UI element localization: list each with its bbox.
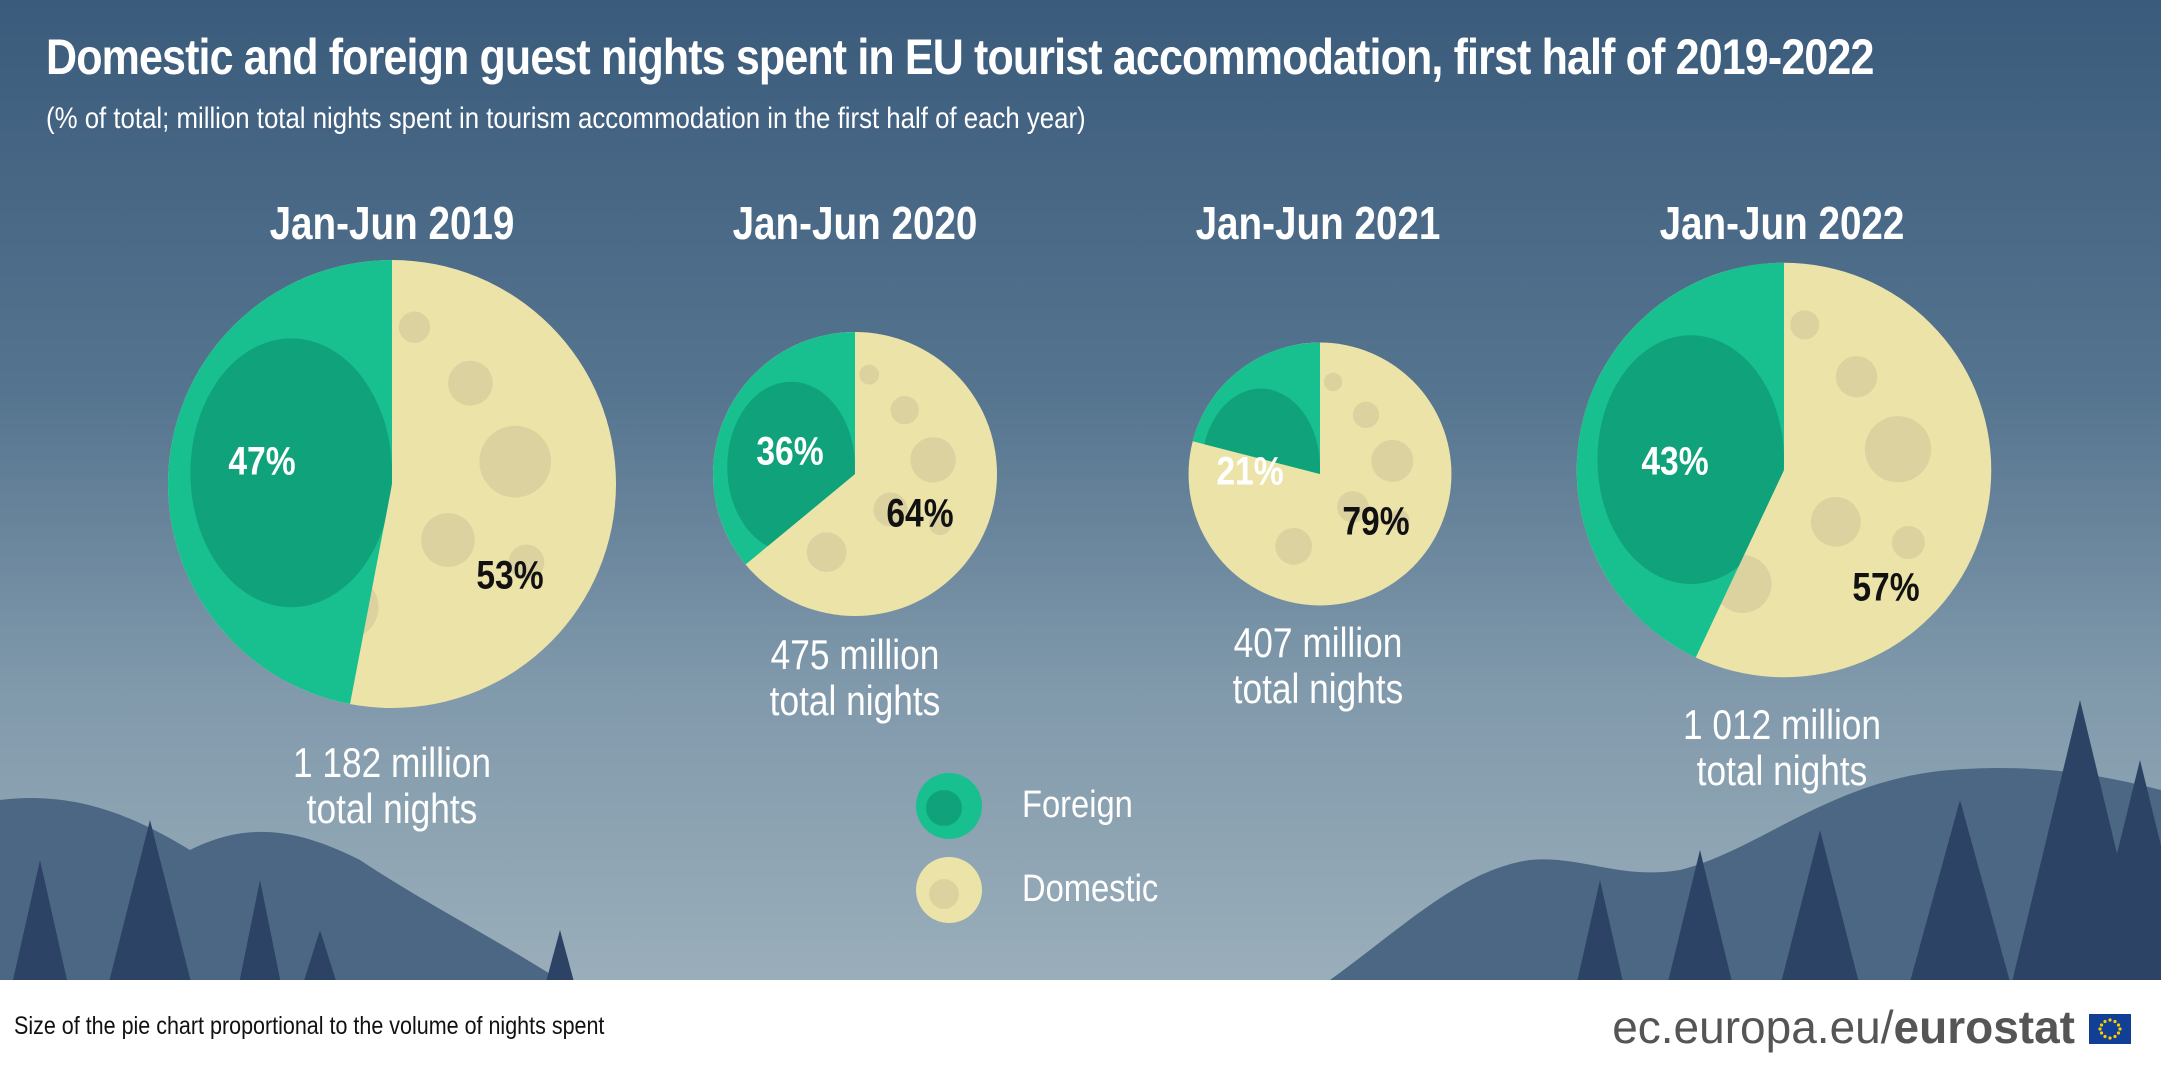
- pie-1: [713, 332, 997, 616]
- period-label-2020: Jan-Jun 2020: [732, 197, 978, 249]
- tree: [109, 820, 191, 980]
- moon-crater: [1388, 509, 1410, 531]
- total-nights-2020-unit: total nights: [769, 677, 941, 724]
- tree-silhouettes: [13, 700, 2161, 980]
- foreign-pct-2022: 43%: [1641, 439, 1709, 484]
- brand-name: eurostat: [1893, 1001, 2075, 1053]
- tree: [2086, 760, 2161, 980]
- domestic-pct-2020: 64%: [886, 491, 954, 536]
- foreign-pct-2021: 21%: [1216, 449, 1284, 494]
- total-nights-2021-unit: total nights: [1232, 665, 1404, 712]
- tree: [239, 880, 281, 980]
- tree: [1781, 830, 1859, 980]
- period-label-2021: Jan-Jun 2021: [1195, 197, 1441, 249]
- chart-scene: Domestic and foreign guest nights spent …: [0, 0, 2161, 980]
- eu-flag-icon: [2089, 1014, 2131, 1044]
- footer: Size of the pie chart proportional to th…: [0, 980, 2161, 1081]
- moon-crater: [1864, 416, 1932, 483]
- legend-label-foreign: Foreign: [1022, 784, 1133, 826]
- moon-crater: [890, 395, 919, 425]
- domestic-pct-2021: 79%: [1342, 499, 1410, 544]
- foreign-shade: [190, 338, 392, 608]
- moon-crater: [508, 544, 545, 581]
- moon-crater: [398, 311, 431, 343]
- tree: [1910, 800, 2010, 980]
- moon-crater: [928, 512, 952, 536]
- total-nights-2021-value: 407 million: [1233, 619, 1403, 666]
- moon-crater: [859, 364, 880, 385]
- moon-crater: [1891, 525, 1925, 560]
- total-nights-2022: 1 012 million total nights: [1614, 702, 1950, 794]
- footer-note: Size of the pie chart proportional to th…: [14, 1012, 605, 1040]
- moon-crater: [1337, 491, 1369, 523]
- foreign-pct-2020: 36%: [756, 429, 824, 474]
- moon-crater: [479, 425, 552, 498]
- total-nights-2019: 1 182 million total nights: [224, 740, 560, 832]
- tree: [1577, 880, 1623, 980]
- moon-crater: [873, 492, 908, 527]
- pie-0: [167, 260, 616, 708]
- chart-title: Domestic and foreign guest nights spent …: [46, 29, 1874, 85]
- period-label-2019: Jan-Jun 2019: [269, 197, 515, 249]
- legend-swatch-foreign-shade: [926, 790, 962, 826]
- tree: [546, 930, 574, 980]
- legend-swatch-domestic-shade: [929, 879, 959, 909]
- moon-crater: [448, 360, 493, 406]
- moon-crater: [1790, 310, 1820, 340]
- landscape-background: [0, 700, 2161, 980]
- total-nights-2019-value: 1 182 million: [292, 739, 492, 786]
- pie-charts: [167, 260, 1992, 708]
- total-nights-2019-unit: total nights: [306, 785, 478, 832]
- tree: [1668, 850, 1732, 980]
- moon-crater: [910, 437, 956, 483]
- eu-stars-icon: [2098, 1018, 2122, 1040]
- legend-swatches: [916, 773, 982, 923]
- moon-crater: [1810, 496, 1861, 547]
- legend-label-domestic: Domestic: [1022, 868, 1159, 910]
- pie-3: [1576, 262, 1992, 678]
- domestic-pct-2019: 53%: [476, 553, 544, 598]
- tree: [13, 860, 67, 980]
- tree: [304, 930, 336, 980]
- total-nights-2020: 475 million total nights: [687, 632, 1023, 724]
- domestic-pct-2022: 57%: [1852, 565, 1920, 610]
- chart-subtitle: (% of total; million total nights spent …: [46, 102, 1086, 135]
- period-label-2022: Jan-Jun 2022: [1659, 197, 1905, 249]
- total-nights-2021: 407 million total nights: [1150, 620, 1486, 712]
- total-nights-2022-value: 1 012 million: [1682, 701, 1882, 748]
- foreign-pct-2019: 47%: [228, 439, 296, 484]
- moon-crater: [1835, 356, 1878, 398]
- moon-crater: [1275, 527, 1313, 565]
- moon-crater: [1323, 372, 1343, 392]
- eurostat-link[interactable]: ec.europa.eu/eurostat: [1612, 1000, 2075, 1054]
- moon-crater: [1371, 439, 1414, 482]
- moon-crater: [1352, 401, 1380, 428]
- foreign-shade: [1597, 335, 1784, 584]
- moon-crater: [806, 532, 847, 572]
- total-nights-2022-unit: total nights: [1696, 747, 1868, 794]
- total-nights-2020-value: 475 million: [770, 631, 940, 678]
- pie-2: [1188, 342, 1452, 606]
- moon-crater: [421, 513, 475, 567]
- brand-prefix: ec.europa.eu/: [1612, 1001, 1894, 1053]
